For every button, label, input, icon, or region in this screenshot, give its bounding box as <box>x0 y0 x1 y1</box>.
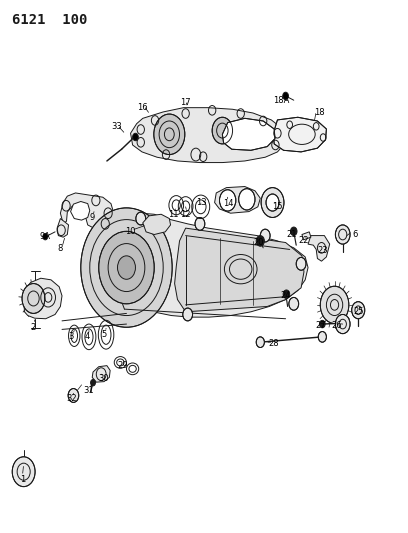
Text: 1: 1 <box>20 475 25 484</box>
Circle shape <box>352 302 365 319</box>
Text: 33: 33 <box>111 123 122 131</box>
Circle shape <box>68 389 79 402</box>
Text: 11: 11 <box>168 210 179 219</box>
Text: 26: 26 <box>331 321 342 329</box>
Text: 29: 29 <box>117 361 128 369</box>
Text: 18A: 18A <box>273 96 290 104</box>
Polygon shape <box>92 366 110 382</box>
Polygon shape <box>143 214 171 235</box>
Circle shape <box>212 117 233 144</box>
Text: 6: 6 <box>352 230 358 239</box>
Circle shape <box>289 297 299 310</box>
Text: 18: 18 <box>314 109 324 117</box>
Text: 28: 28 <box>268 340 279 348</box>
Text: 30: 30 <box>98 374 109 383</box>
Circle shape <box>283 290 290 298</box>
Circle shape <box>318 332 326 342</box>
Polygon shape <box>273 117 326 152</box>
Circle shape <box>261 188 284 217</box>
Text: 6121  100: 6121 100 <box>12 13 88 27</box>
Circle shape <box>335 314 350 334</box>
Text: 25: 25 <box>353 308 364 316</box>
Text: 27: 27 <box>315 321 326 329</box>
Text: 4: 4 <box>85 333 90 341</box>
Circle shape <box>136 212 146 225</box>
Text: 23: 23 <box>317 246 328 255</box>
Circle shape <box>319 320 325 328</box>
Text: 12: 12 <box>180 210 191 219</box>
Polygon shape <box>24 278 62 319</box>
Text: 10: 10 <box>125 228 136 236</box>
Circle shape <box>266 194 279 211</box>
Polygon shape <box>71 201 90 220</box>
Text: 2: 2 <box>30 324 35 332</box>
Text: 22: 22 <box>298 237 308 245</box>
Circle shape <box>256 337 264 348</box>
Circle shape <box>81 208 172 327</box>
Text: 17: 17 <box>180 98 191 107</box>
Circle shape <box>290 227 297 236</box>
Text: 3: 3 <box>69 333 74 341</box>
Circle shape <box>22 284 45 313</box>
Text: 9A: 9A <box>40 232 50 241</box>
Circle shape <box>335 225 350 244</box>
Circle shape <box>260 229 270 242</box>
Circle shape <box>164 128 174 141</box>
Circle shape <box>99 231 154 304</box>
Text: 14: 14 <box>223 199 234 208</box>
Polygon shape <box>57 219 69 237</box>
Text: 24: 24 <box>280 292 291 300</box>
Circle shape <box>256 236 264 246</box>
Polygon shape <box>109 213 308 317</box>
Text: 32: 32 <box>66 394 77 403</box>
Text: 9: 9 <box>89 213 94 222</box>
Polygon shape <box>308 236 330 261</box>
Circle shape <box>195 217 205 230</box>
Circle shape <box>12 457 35 487</box>
Text: 5: 5 <box>102 330 106 338</box>
Circle shape <box>43 233 48 240</box>
Text: 13: 13 <box>196 198 206 207</box>
Text: 8: 8 <box>58 245 63 253</box>
Text: 31: 31 <box>84 386 94 394</box>
Polygon shape <box>222 118 275 150</box>
Circle shape <box>283 92 288 100</box>
Polygon shape <box>215 187 260 213</box>
Circle shape <box>154 114 185 155</box>
Circle shape <box>296 257 306 270</box>
Circle shape <box>118 256 135 279</box>
Text: 21: 21 <box>286 230 297 239</box>
Polygon shape <box>175 228 304 312</box>
Circle shape <box>183 308 193 321</box>
Circle shape <box>91 379 95 386</box>
Polygon shape <box>60 193 113 228</box>
Circle shape <box>320 286 349 324</box>
Circle shape <box>220 190 236 211</box>
Text: 20: 20 <box>254 238 264 247</box>
Text: 15: 15 <box>272 203 283 211</box>
Circle shape <box>133 133 138 141</box>
Text: 16: 16 <box>137 103 147 112</box>
Polygon shape <box>131 108 286 163</box>
Polygon shape <box>302 232 311 240</box>
Circle shape <box>239 189 255 210</box>
